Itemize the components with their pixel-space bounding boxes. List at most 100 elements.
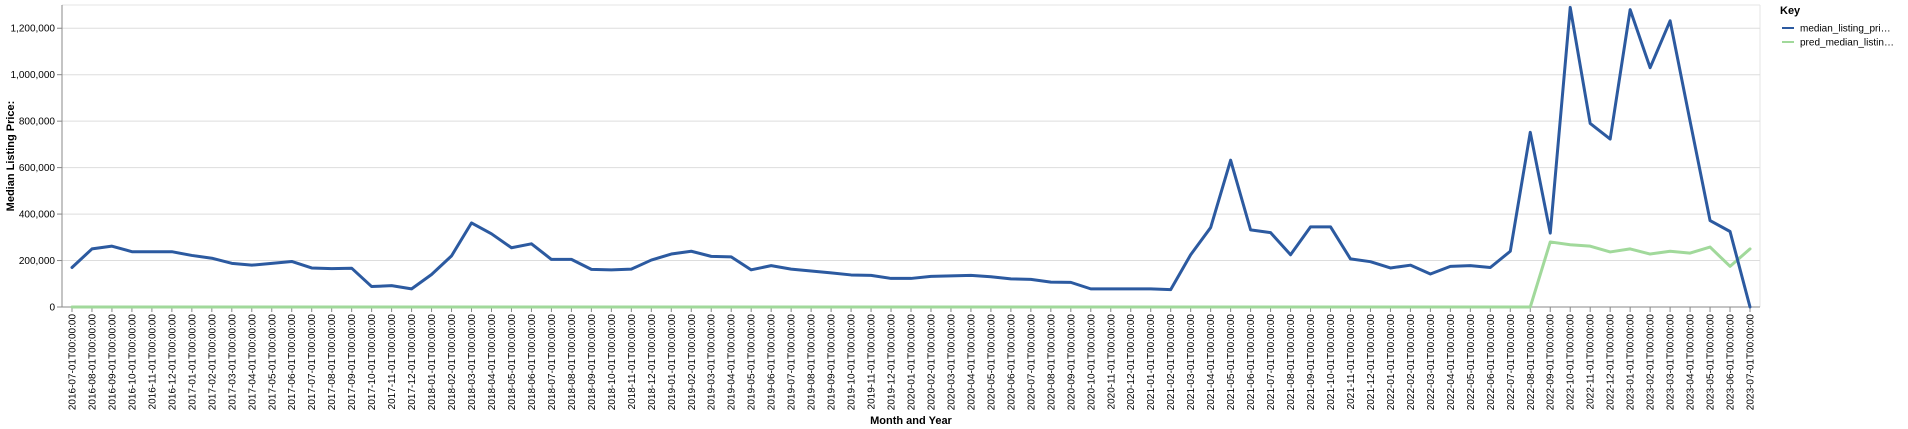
series-line xyxy=(70,240,1752,309)
x-tick-label: 2022-12-01T00:00:00 xyxy=(1606,314,1617,411)
x-tick-label: 2018-03-01T00:00:00 xyxy=(467,314,478,411)
x-tick-label: 2018-06-01T00:00:00 xyxy=(527,314,538,411)
x-tick-label: 2023-02-01T00:00:00 xyxy=(1646,314,1657,411)
x-tick-label: 2022-09-01T00:00:00 xyxy=(1546,314,1557,411)
legend-label: pred_median_listin… xyxy=(1800,38,1894,49)
x-tick-label: 2017-05-01T00:00:00 xyxy=(267,314,278,411)
x-tick-label: 2019-06-01T00:00:00 xyxy=(767,314,778,411)
x-tick-label: 2022-05-01T00:00:00 xyxy=(1466,314,1477,411)
x-tick-label: 2019-02-01T00:00:00 xyxy=(687,314,698,411)
x-axis: 2016-07-01T00:00:00 2016-08-01T00:00:00 20… xyxy=(62,306,1760,411)
x-tick-label: 2017-01-01T00:00:00 xyxy=(187,314,198,411)
y-tick-label: 600,000 xyxy=(19,163,56,174)
y-tick-label: 1,200,000 xyxy=(11,24,56,35)
x-tick-label: 2020-10-01T00:00:00 xyxy=(1086,314,1097,411)
gridlines xyxy=(62,4,1761,308)
x-tick-label: 2019-04-01T00:00:00 xyxy=(727,314,738,411)
x-tick-label: 2023-01-01T00:00:00 xyxy=(1626,314,1637,411)
x-tick-label: 2018-01-01T00:00:00 xyxy=(427,314,438,411)
x-tick-label: 2022-10-01T00:00:00 xyxy=(1566,314,1577,411)
x-tick-label: 2022-08-01T00:00:00 xyxy=(1526,314,1537,411)
x-tick-label: 2021-08-01T00:00:00 xyxy=(1286,314,1297,411)
x-tick-label: 2018-04-01T00:00:00 xyxy=(487,314,498,411)
x-tick-label: 2020-09-01T00:00:00 xyxy=(1066,314,1077,411)
x-tick-label: 2020-02-01T00:00:00 xyxy=(926,314,937,411)
y-axis-title: Median Listing Price: xyxy=(5,101,17,212)
x-tick-label: 2021-11-01T00:00:00 xyxy=(1346,314,1357,410)
x-tick-label: 2019-05-01T00:00:00 xyxy=(747,314,758,411)
x-tick-label: 2021-03-01T00:00:00 xyxy=(1186,314,1197,411)
x-tick-label: 2023-07-01T00:00:00 xyxy=(1746,314,1757,411)
x-tick-label: 2018-11-01T00:00:00 xyxy=(627,314,638,410)
y-axis: 0 200,000 400,000 600,000 800,000 1,000,000 1,… xyxy=(11,5,63,314)
x-tick-label: 2022-06-01T00:00:00 xyxy=(1486,314,1497,411)
x-tick-label: 2021-06-01T00:00:00 xyxy=(1246,314,1257,411)
x-tick-label: 2019-03-01T00:00:00 xyxy=(707,314,718,411)
x-tick-label: 2020-04-01T00:00:00 xyxy=(966,314,977,411)
x-tick-label: 2017-04-01T00:00:00 xyxy=(247,314,258,411)
y-tick-label: 1,000,000 xyxy=(11,70,56,81)
x-tick-label: 2018-10-01T00:00:00 xyxy=(607,314,618,411)
x-tick-label: 2018-07-01T00:00:00 xyxy=(547,314,558,411)
x-tick-label: 2017-10-01T00:00:00 xyxy=(367,314,378,411)
x-tick-label: 2019-07-01T00:00:00 xyxy=(787,314,798,411)
x-tick-label: 2019-08-01T00:00:00 xyxy=(807,314,818,411)
x-tick-label: 2022-01-01T00:00:00 xyxy=(1386,314,1397,411)
x-tick-label: 2018-12-01T00:00:00 xyxy=(647,314,658,411)
x-tick-label: 2021-12-01T00:00:00 xyxy=(1366,314,1377,411)
x-tick-label: 2017-08-01T00:00:00 xyxy=(327,314,338,411)
x-tick-label: 2017-12-01T00:00:00 xyxy=(407,314,418,411)
y-tick-label: 200,000 xyxy=(19,256,56,267)
x-axis-title: Month and Year xyxy=(870,415,952,427)
x-tick-label: 2020-01-01T00:00:00 xyxy=(907,314,918,411)
x-tick-label: 2019-12-01T00:00:00 xyxy=(887,314,898,411)
x-tick-label: 2019-11-01T00:00:00 xyxy=(867,314,878,410)
x-tick-label: 2018-05-01T00:00:00 xyxy=(507,314,518,411)
x-tick-label: 2021-10-01T00:00:00 xyxy=(1326,314,1337,411)
x-tick-label: 2020-11-01T00:00:00 xyxy=(1106,314,1117,410)
series-lines xyxy=(70,5,1752,309)
legend: Key median_listing_pri… pred_median_listi… xyxy=(1780,5,1894,49)
x-tick-label: 2016-09-01T00:00:00 xyxy=(107,314,118,411)
x-tick-label: 2018-09-01T00:00:00 xyxy=(587,314,598,411)
x-tick-label: 2020-05-01T00:00:00 xyxy=(986,314,997,411)
x-tick-label: 2018-02-01T00:00:00 xyxy=(447,314,458,411)
x-tick-label: 2022-02-01T00:00:00 xyxy=(1406,314,1417,411)
x-tick-label: 2023-03-01T00:00:00 xyxy=(1666,314,1677,411)
x-tick-label: 2016-11-01T00:00:00 xyxy=(147,314,158,410)
x-tick-label: 2021-02-01T00:00:00 xyxy=(1166,314,1177,411)
x-tick-label: 2022-03-01T00:00:00 xyxy=(1426,314,1437,411)
x-tick-label: 2023-05-01T00:00:00 xyxy=(1706,314,1717,411)
y-tick-label: 0 xyxy=(49,303,55,314)
x-tick-label: 2023-04-01T00:00:00 xyxy=(1686,314,1697,411)
x-tick-label: 2020-08-01T00:00:00 xyxy=(1046,314,1057,411)
legend-label: median_listing_pri… xyxy=(1800,24,1891,35)
x-tick-label: 2021-04-01T00:00:00 xyxy=(1206,314,1217,411)
x-tick-label: 2021-01-01T00:00:00 xyxy=(1146,314,1157,411)
x-tick-label: 2016-07-01T00:00:00 xyxy=(67,314,78,411)
x-tick-label: 2019-01-01T00:00:00 xyxy=(667,314,678,411)
x-tick-label: 2022-04-01T00:00:00 xyxy=(1446,314,1457,411)
x-tick-label: 2021-07-01T00:00:00 xyxy=(1266,314,1277,411)
x-tick-label: 2017-09-01T00:00:00 xyxy=(347,314,358,411)
x-tick-label: 2023-06-01T00:00:00 xyxy=(1726,314,1737,411)
x-tick-label: 2019-10-01T00:00:00 xyxy=(847,314,858,411)
legend-title: Key xyxy=(1780,5,1801,17)
x-tick-label: 2020-07-01T00:00:00 xyxy=(1026,314,1037,411)
x-tick-label: 2020-06-01T00:00:00 xyxy=(1006,314,1017,411)
y-tick-label: 800,000 xyxy=(19,117,56,128)
x-tick-label: 2018-08-01T00:00:00 xyxy=(567,314,578,411)
x-tick-label: 2017-06-01T00:00:00 xyxy=(287,314,298,411)
x-tick-label: 2019-09-01T00:00:00 xyxy=(827,314,838,411)
series-line xyxy=(70,5,1752,309)
y-tick-label: 400,000 xyxy=(19,210,56,221)
x-tick-label: 2021-05-01T00:00:00 xyxy=(1226,314,1237,411)
x-tick-label: 2016-08-01T00:00:00 xyxy=(87,314,98,411)
x-tick-label: 2017-11-01T00:00:00 xyxy=(387,314,398,410)
x-tick-label: 2022-07-01T00:00:00 xyxy=(1506,314,1517,411)
x-tick-label: 2017-07-01T00:00:00 xyxy=(307,314,318,411)
x-tick-label: 2020-12-01T00:00:00 xyxy=(1126,314,1137,411)
x-tick-label: 2016-12-01T00:00:00 xyxy=(167,314,178,411)
